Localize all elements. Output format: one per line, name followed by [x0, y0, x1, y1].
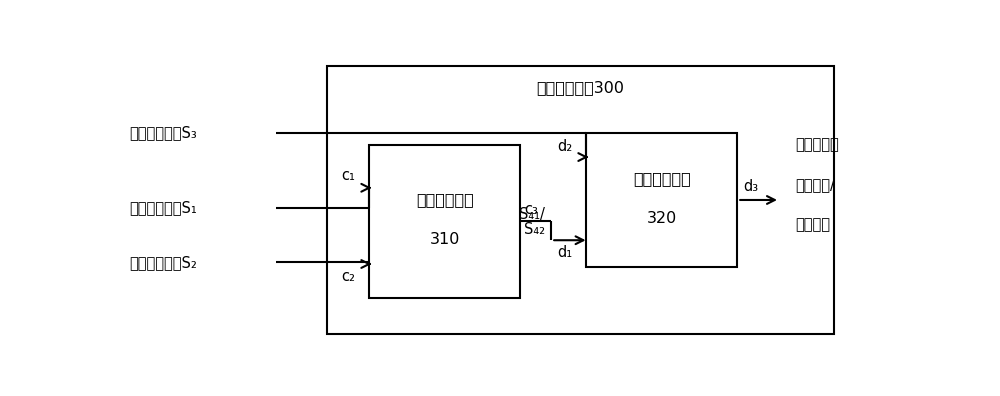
Text: 配置信息/: 配置信息/ [795, 177, 835, 192]
Text: 模式切换电路: 模式切换电路 [633, 171, 691, 186]
Text: d₁: d₁ [557, 245, 572, 260]
FancyBboxPatch shape [586, 133, 737, 267]
Text: c₃: c₃ [524, 202, 538, 217]
Text: 310: 310 [430, 232, 460, 247]
Text: d₂: d₂ [557, 139, 572, 154]
Text: d₃: d₃ [743, 179, 759, 194]
Text: 第一控制信号S₁: 第一控制信号S₁ [129, 200, 197, 215]
Text: 熔丝更新电路300: 熔丝更新电路300 [536, 80, 624, 95]
Text: 320: 320 [647, 211, 677, 226]
FancyBboxPatch shape [369, 145, 520, 297]
Text: c₂: c₂ [341, 269, 355, 284]
Text: 测试锁存电路: 测试锁存电路 [416, 192, 474, 208]
Text: 第二控制信号S₂: 第二控制信号S₂ [129, 255, 197, 270]
Text: 测试模式的: 测试模式的 [795, 137, 839, 152]
Text: c₁: c₁ [341, 168, 355, 183]
FancyBboxPatch shape [326, 66, 834, 334]
Text: S₄₂: S₄₂ [524, 222, 545, 237]
Text: 熔丝信息: 熔丝信息 [795, 217, 830, 232]
Text: S₄₁/: S₄₁/ [519, 207, 545, 222]
Text: 第三控制信号S₃: 第三控制信号S₃ [129, 126, 197, 141]
